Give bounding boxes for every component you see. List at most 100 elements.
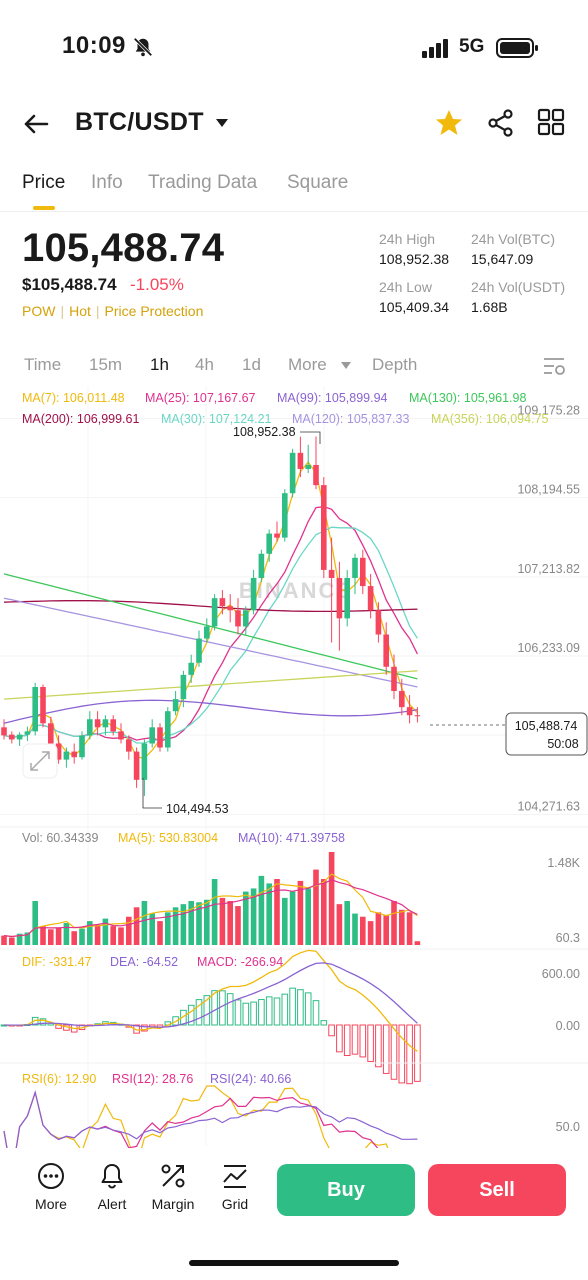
caret-down-icon[interactable] (341, 362, 351, 370)
timeframe-bar: Time 15m 1h 4h 1d More Depth (0, 352, 588, 382)
volume-bar (243, 891, 249, 945)
candle (297, 452, 304, 469)
vol-btc-label: 24h Vol(BTC) (471, 231, 556, 247)
candle (180, 674, 187, 700)
macd-bar (141, 1024, 148, 1032)
tf-more[interactable]: More (288, 355, 327, 374)
back-arrow-icon[interactable] (22, 110, 50, 138)
macd-bar (281, 993, 289, 1026)
volume-bar (188, 901, 194, 945)
volume-bar (9, 937, 15, 945)
volume-bars (1, 852, 421, 945)
volume-bar (172, 907, 179, 945)
volume-bar (328, 852, 335, 945)
active-tab-indicator (33, 206, 55, 210)
network-label: 5G (459, 36, 485, 57)
tf-time[interactable]: Time (24, 355, 62, 374)
more-label: More (35, 1196, 67, 1212)
share-icon[interactable] (486, 108, 516, 138)
caret-down-icon[interactable] (215, 116, 229, 130)
volume-bar (40, 926, 46, 945)
vol-ymin: 60.3 (556, 931, 580, 945)
macd-bar (297, 989, 304, 1026)
macd-bar (226, 993, 234, 1026)
tf-15m[interactable]: 15m (89, 355, 123, 374)
candlestick-chart[interactable]: BINANCE 109,175.28108,194.55107,213.8210… (0, 386, 588, 1148)
expand-icon[interactable] (22, 743, 58, 779)
alert-button[interactable]: Alert (82, 1162, 142, 1212)
candle (406, 707, 413, 716)
vol-btc-value: 15,647.09 (471, 251, 534, 267)
y-tick-label: 109,175.28 (517, 403, 580, 417)
volume-bar (274, 879, 280, 945)
margin-button[interactable]: Margin (143, 1162, 203, 1212)
ma30-line (3, 526, 418, 744)
chart-high-label: 108,952.38 (233, 425, 296, 439)
volume-bar (102, 918, 109, 945)
rsi12-line (3, 1090, 379, 1148)
tab-trading-data[interactable]: Trading Data (148, 172, 258, 193)
macd-bar (320, 1020, 328, 1026)
legend-ma25: MA(25): 107,167.67 (145, 391, 256, 405)
candle (79, 735, 85, 758)
ma-legend: MA(7): 106,011.48 MA(25): 107,167.67 MA(… (22, 391, 548, 426)
low-label: 24h Low (379, 279, 432, 295)
tag-pow[interactable]: POW (22, 303, 56, 319)
status-time: 10:09 (62, 32, 126, 59)
dif-line (3, 949, 418, 1052)
macd-bar (312, 1000, 320, 1026)
volume-bar (391, 901, 397, 945)
status-bar: 10:09 5G (0, 0, 588, 96)
more-button[interactable]: More (21, 1162, 81, 1212)
y-tick-label: 104,271.63 (517, 799, 580, 813)
grid-layout-icon[interactable] (537, 108, 565, 136)
candle (149, 727, 155, 744)
candle (305, 464, 311, 469)
price-usd: $105,488.74 (22, 275, 117, 294)
tf-depth[interactable]: Depth (372, 355, 418, 374)
candle (211, 598, 218, 627)
tf-1h[interactable]: 1h (150, 355, 169, 374)
tab-square[interactable]: Square (287, 172, 349, 193)
favorite-star-icon[interactable] (434, 108, 464, 138)
chart-low-label: 104,494.53 (166, 802, 229, 816)
bell-icon (101, 1164, 123, 1189)
candle (71, 751, 77, 758)
candle (1, 727, 7, 736)
candle (32, 686, 38, 732)
grid-button[interactable]: Grid (205, 1162, 265, 1212)
tab-price[interactable]: Price (22, 172, 66, 193)
ma356-line (3, 670, 418, 700)
tf-1d[interactable]: 1d (242, 355, 261, 374)
volume-bar (180, 904, 187, 945)
countdown: 50:08 (547, 737, 578, 751)
rsi24: RSI(24): 40.66 (210, 1072, 291, 1086)
volume-bar (16, 933, 23, 945)
candle (204, 626, 210, 639)
tag-hot[interactable]: Hot (69, 303, 91, 319)
candle (102, 719, 109, 728)
volume-bar (149, 913, 155, 945)
vol-ymax: 1.48K (547, 856, 580, 870)
tag-price-protection[interactable]: Price Protection (104, 303, 204, 319)
tf-4h[interactable]: 4h (195, 355, 214, 374)
macd-bar (398, 1024, 406, 1084)
sell-button[interactable]: Sell (428, 1164, 566, 1216)
macd-bar (289, 987, 296, 1026)
chart-settings-icon[interactable] (542, 355, 566, 377)
buy-button[interactable]: Buy (277, 1164, 415, 1216)
candle (227, 606, 233, 611)
macd-lines (3, 949, 418, 1052)
candle (391, 666, 397, 692)
candle (399, 691, 405, 708)
tab-info[interactable]: Info (91, 172, 123, 193)
volume-bar (110, 926, 116, 945)
macd-dif: DIF: -331.47 (22, 955, 92, 969)
candle (328, 569, 335, 578)
volume-ma-lines (3, 873, 418, 938)
pair-selector[interactable]: BTC/USDT (75, 108, 204, 136)
macd-bar (250, 1001, 257, 1026)
volume-bar (118, 927, 124, 945)
volume-bar (219, 897, 226, 945)
volume-bar (406, 912, 413, 945)
